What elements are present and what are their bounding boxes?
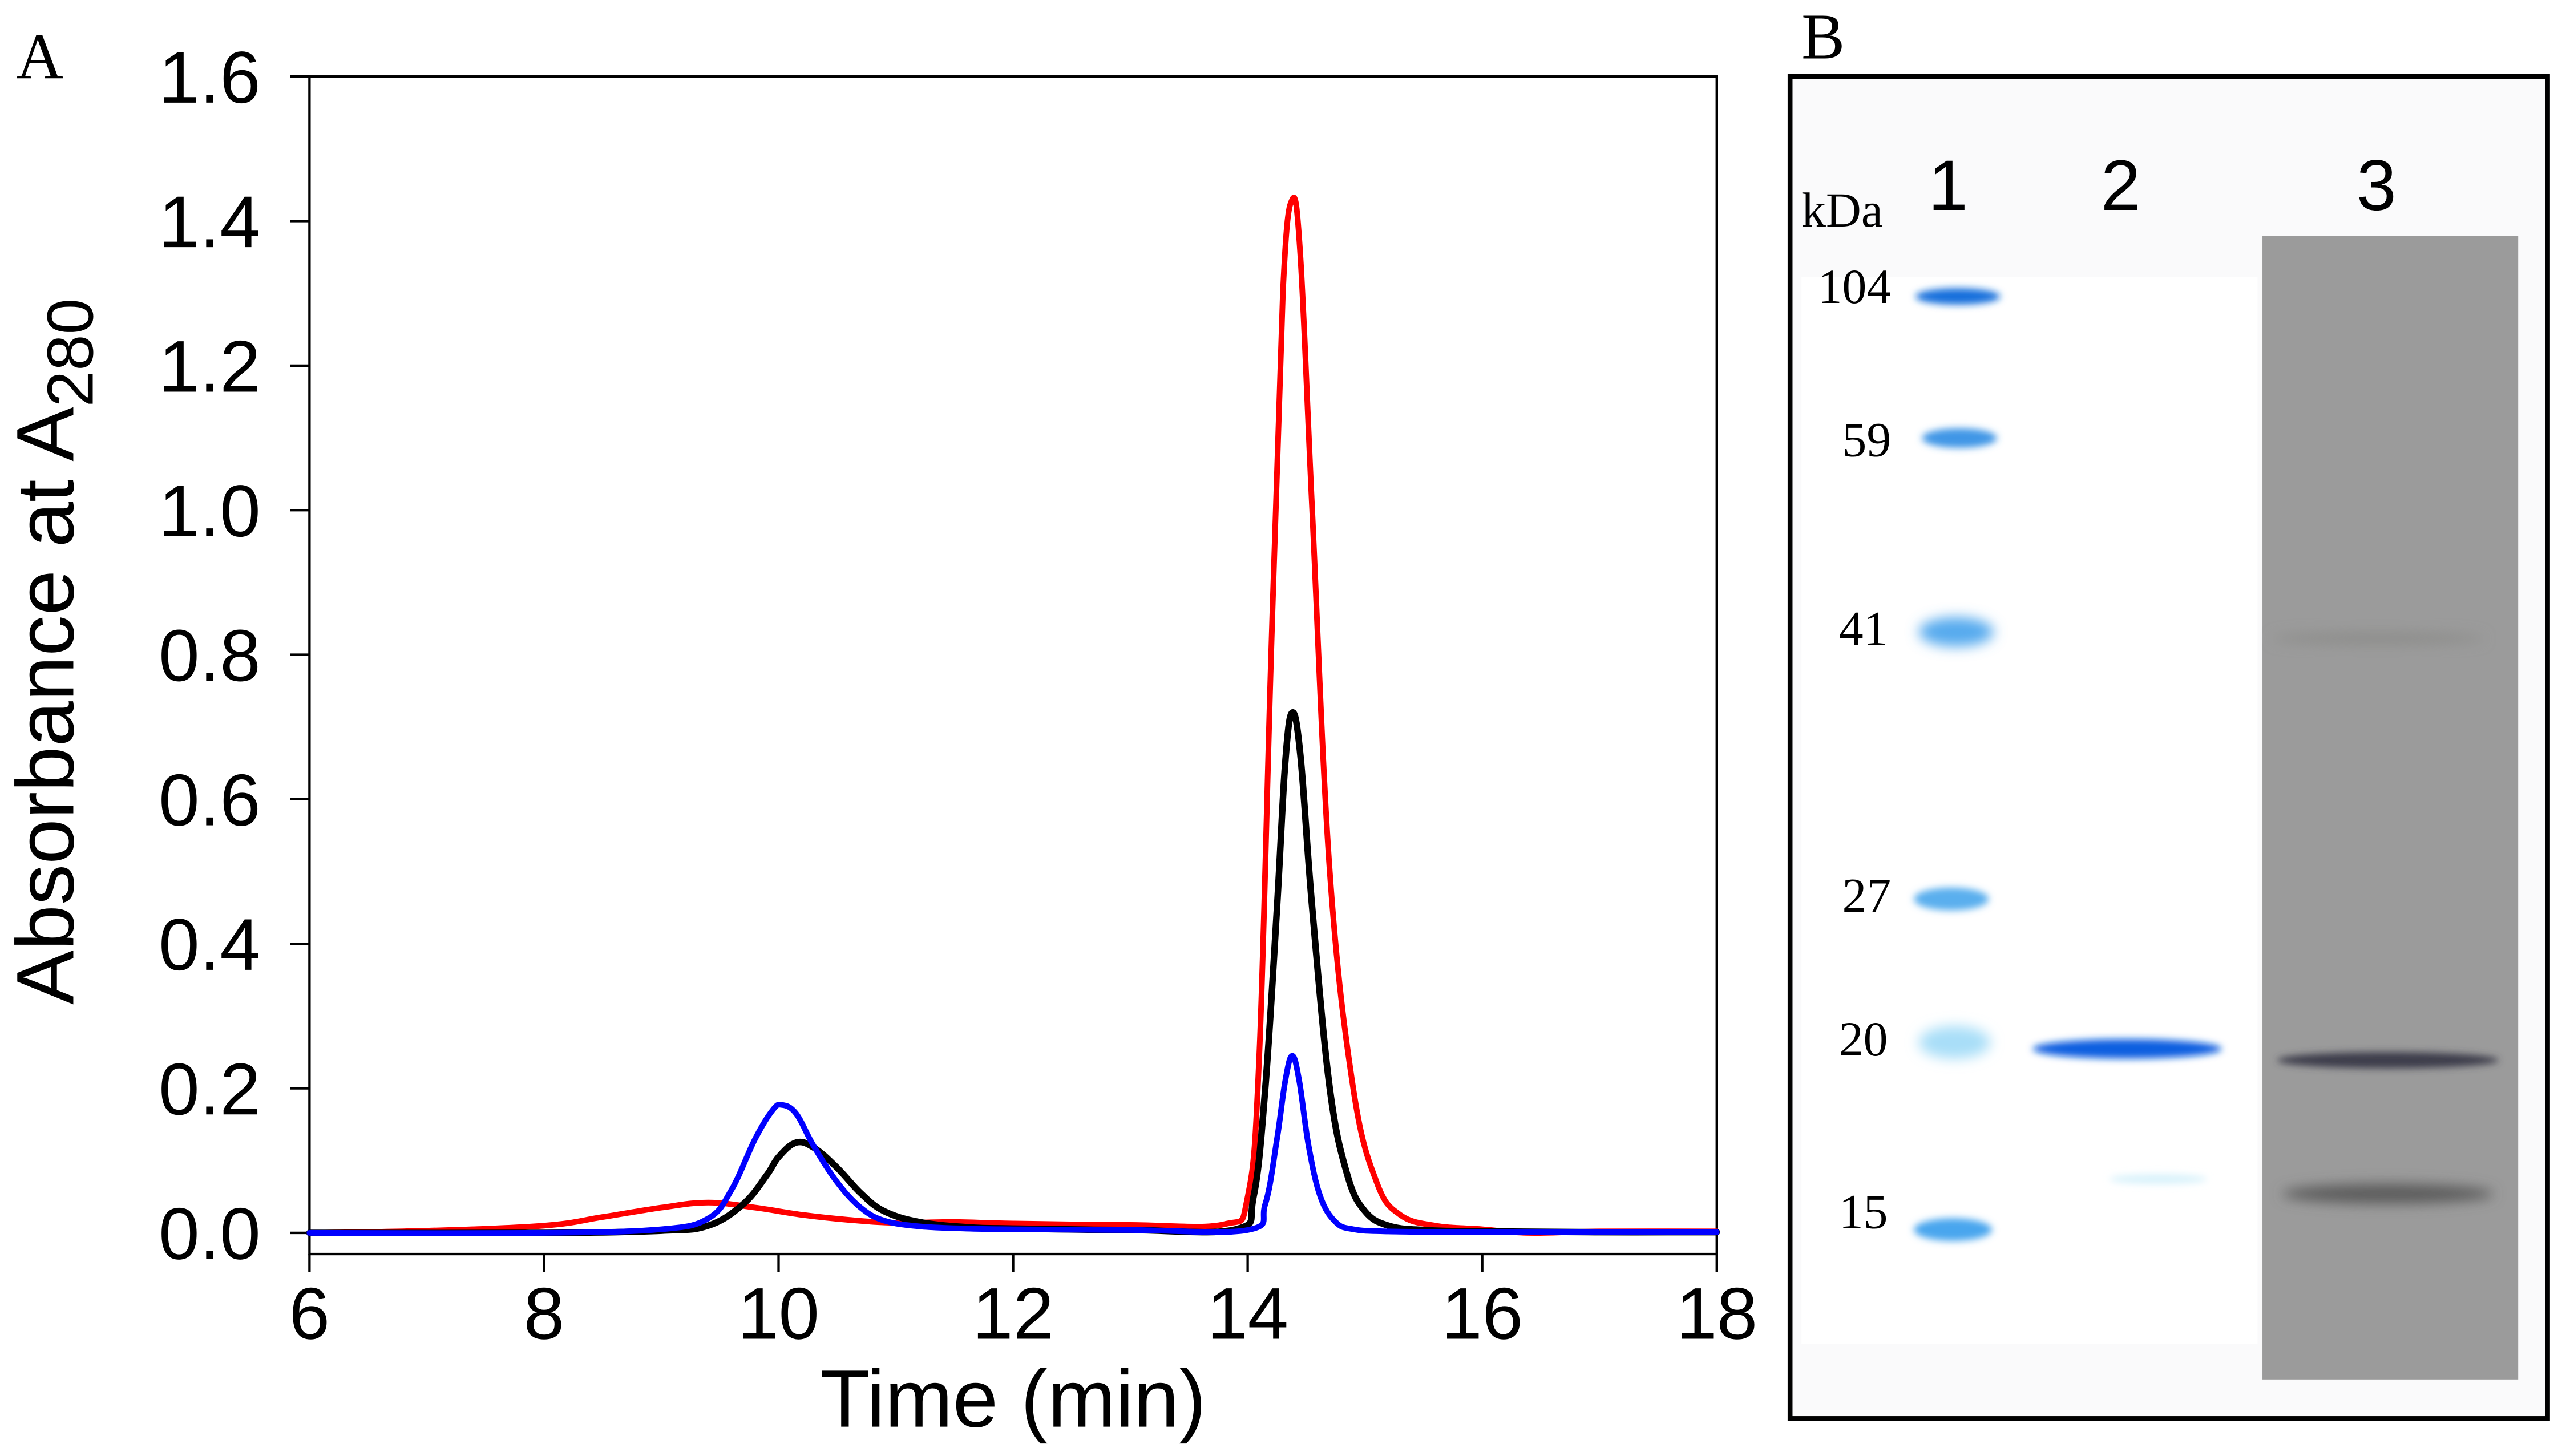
ladder-band-15 — [1914, 1218, 1993, 1241]
x-tick-label: 6 — [289, 1273, 330, 1354]
y-axis: 0.0 0.2 0.4 0.6 0.8 1.0 1.2 1.4 1.6 — [159, 37, 310, 1275]
panel-a: A 6 8 10 12 14 16 18 0.0 0.2 0.4 0.6 0.8 1.0 1.2 1.4 1… — [0, 20, 1757, 1445]
lane-3-band-20 — [2277, 1052, 2499, 1069]
y-tick-label: 0.0 — [159, 1194, 261, 1275]
svg-text:Absorbance at A280: Absorbance at A280 — [0, 298, 107, 1005]
y-tick-label: 0.4 — [159, 904, 261, 986]
lane-2-band-main — [2032, 1039, 2222, 1059]
gel-white-area — [1801, 277, 2258, 1344]
mw-label-104: 104 — [1818, 260, 1891, 314]
lane-label-1: 1 — [1928, 145, 1968, 225]
y-axis-title-subscript: 280 — [35, 298, 107, 407]
ladder-band-104 — [1916, 288, 2001, 305]
y-tick-label: 0.8 — [159, 615, 261, 697]
x-axis-title: Time (min) — [820, 1354, 1206, 1445]
lane-3-band-15 — [2282, 1184, 2494, 1204]
y-tick-label: 0.6 — [159, 760, 261, 842]
ladder-band-41 — [1918, 617, 1994, 647]
mw-label-20: 20 — [1839, 1012, 1888, 1066]
lane-3 — [2262, 236, 2519, 1380]
lane-1-ladder — [1914, 288, 2001, 1241]
y-tick-label: 0.2 — [159, 1049, 261, 1130]
ladder-band-20 — [1918, 1026, 1991, 1059]
x-tick-label: 10 — [738, 1273, 819, 1354]
x-tick-label: 18 — [1676, 1273, 1757, 1354]
x-tick-label: 8 — [524, 1273, 564, 1354]
panel-label-a: A — [17, 20, 63, 92]
y-tick-label: 1.0 — [159, 471, 261, 552]
y-axis-title-main: Absorbance at A — [0, 407, 91, 1004]
plot-frame — [308, 75, 1718, 1256]
ladder-band-27 — [1914, 887, 1989, 911]
x-tick-label: 16 — [1441, 1273, 1523, 1354]
mw-label-15: 15 — [1839, 1184, 1888, 1239]
lane-label-2: 2 — [2101, 145, 2141, 225]
panel-b: B kDa 1 2 3 104 59 41 27 20 15 — [1787, 1, 2550, 1421]
series-line-black — [306, 709, 1720, 1236]
x-tick-label: 14 — [1207, 1273, 1288, 1354]
y-axis-title: Absorbance at A280 — [0, 298, 107, 1005]
y-tick-label: 1.4 — [159, 181, 261, 263]
mw-label-59: 59 — [1842, 412, 1892, 467]
y-tick-label: 1.2 — [159, 326, 261, 408]
series-line-blue — [306, 1053, 1720, 1236]
lane-2 — [2032, 1039, 2222, 1184]
mw-label-27: 27 — [1842, 869, 1892, 923]
unit-label: kDa — [1801, 183, 1883, 237]
lane-3-band-41 — [2272, 632, 2484, 645]
x-axis: 6 8 10 12 14 16 18 — [289, 1254, 1757, 1354]
mw-label-41: 41 — [1839, 601, 1888, 656]
x-tick-label: 12 — [972, 1273, 1054, 1354]
lane-2-band-faint — [2109, 1174, 2207, 1184]
series-line-red — [306, 195, 1720, 1236]
panel-label-b: B — [1801, 1, 1845, 73]
lane-3-background — [2262, 236, 2519, 1380]
ladder-band-59 — [1922, 428, 1997, 448]
lane-label-3: 3 — [2357, 145, 2397, 225]
series-group — [306, 195, 1720, 1236]
y-tick-label: 1.6 — [159, 37, 261, 119]
